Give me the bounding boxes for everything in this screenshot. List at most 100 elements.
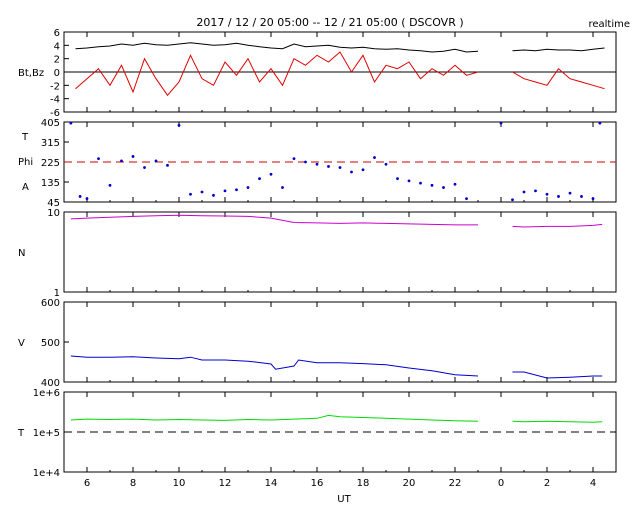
y-tick-label: 4: [54, 41, 60, 52]
panel-bt_bz: 6 4 2 0 -2 -4 -6 Bt,Bz: [18, 28, 617, 119]
y-tick-label: 225: [41, 158, 60, 169]
data-point: [258, 177, 261, 181]
y-tick-label: 315: [41, 138, 60, 149]
data-point: [568, 191, 572, 195]
series-phi: [69, 121, 602, 202]
x-tick-label: 6: [84, 478, 90, 489]
data-point: [154, 159, 158, 163]
data-point: [223, 189, 227, 193]
series-line: [75, 42, 479, 53]
y-axis-label: Bt,Bz: [18, 68, 44, 79]
y-tick-label: -4: [50, 95, 60, 106]
data-point: [120, 159, 123, 163]
data-point: [78, 195, 82, 198]
series-n: [70, 214, 603, 228]
y-tick-label: 1e+4: [33, 468, 60, 479]
data-point: [200, 190, 204, 194]
data-point: [97, 157, 100, 161]
data-point: [522, 190, 526, 194]
panel-frame: [63, 301, 617, 383]
data-point: [235, 188, 238, 192]
data-point: [131, 155, 135, 158]
data-point: [281, 186, 284, 189]
data-point: [407, 179, 411, 183]
y-tick-label: 6: [54, 28, 60, 39]
series-line: [75, 51, 479, 97]
y-tick-label: 1e+6: [33, 388, 60, 399]
y-tick-label: 135: [41, 178, 60, 189]
series-bt: [75, 42, 605, 53]
data-point: [108, 183, 112, 187]
panel-phi: 405 315 225 135 45 T Phi A: [18, 118, 617, 209]
data-point: [327, 165, 330, 168]
y-tick-label: 0: [54, 68, 60, 79]
data-point: [338, 166, 342, 169]
y-axis-label: A: [22, 182, 29, 193]
data-point: [143, 166, 146, 169]
data-point: [430, 183, 434, 187]
realtime-label: realtime: [588, 19, 630, 30]
data-point: [315, 162, 319, 166]
y-tick-label: 500: [41, 338, 60, 349]
x-axis-label: UT: [337, 494, 351, 505]
data-point: [598, 121, 602, 125]
y-axis-label: T: [21, 132, 29, 143]
series-line: [512, 47, 605, 52]
x-tick-label: 16: [311, 478, 324, 489]
y-axis-label: N: [18, 248, 25, 259]
x-tick-label: 22: [449, 478, 462, 489]
data-point: [465, 197, 468, 201]
series-v: [70, 355, 603, 379]
data-point: [246, 186, 250, 189]
panel-frame: [63, 211, 617, 293]
data-point: [442, 186, 445, 189]
data-point: [304, 160, 307, 164]
series-line: [512, 67, 605, 90]
x-tick-label: 8: [130, 478, 136, 489]
chart-title: 2017 / 12 / 20 05:00 -- 12 / 21 05:00 ( …: [196, 16, 463, 29]
y-axis-label: Phi: [18, 157, 33, 168]
data-point: [85, 197, 89, 201]
series-line: [70, 214, 478, 226]
data-point: [69, 121, 73, 125]
data-point: [499, 121, 503, 125]
data-point: [384, 162, 388, 166]
data-point: [580, 195, 583, 198]
series-bz: [75, 51, 605, 97]
y-tick-label: 405: [41, 118, 60, 129]
data-point: [373, 156, 376, 159]
y-tick-label: -6: [50, 108, 60, 119]
data-point: [361, 168, 365, 172]
series-line: [70, 414, 479, 422]
data-point: [591, 197, 595, 201]
series-line: [70, 355, 479, 377]
data-point: [545, 192, 549, 196]
y-tick-label: 1: [54, 288, 60, 299]
y-tick-label: -2: [50, 81, 60, 92]
data-point: [177, 123, 181, 127]
y-tick-label: 400: [41, 378, 60, 389]
data-point: [534, 189, 537, 193]
y-tick-label: 2: [54, 55, 60, 66]
y-tick-label: 45: [47, 198, 60, 209]
x-tick-label: 10: [173, 478, 186, 489]
y-tick-label: 600: [41, 298, 60, 309]
y-tick-label: 1e+5: [33, 428, 60, 439]
x-tick-label: 4: [590, 478, 596, 489]
x-tick-label: 14: [265, 478, 278, 489]
data-point: [292, 157, 296, 161]
series-line: [512, 420, 603, 423]
x-tick-label: 2: [544, 478, 550, 489]
data-point: [189, 192, 192, 196]
data-point: [557, 195, 560, 198]
x-tick-label: 12: [219, 478, 232, 489]
data-point: [419, 181, 422, 185]
data-point: [212, 193, 215, 197]
panel-temperature: 1e+6 1e+5 1e+4 T: [17, 388, 617, 479]
x-tick-label: 20: [403, 478, 416, 489]
x-tick-label: 0: [498, 478, 504, 489]
y-axis-label: T: [17, 428, 25, 439]
x-tick-label: 18: [357, 478, 370, 489]
y-tick-label: 10: [47, 208, 60, 219]
